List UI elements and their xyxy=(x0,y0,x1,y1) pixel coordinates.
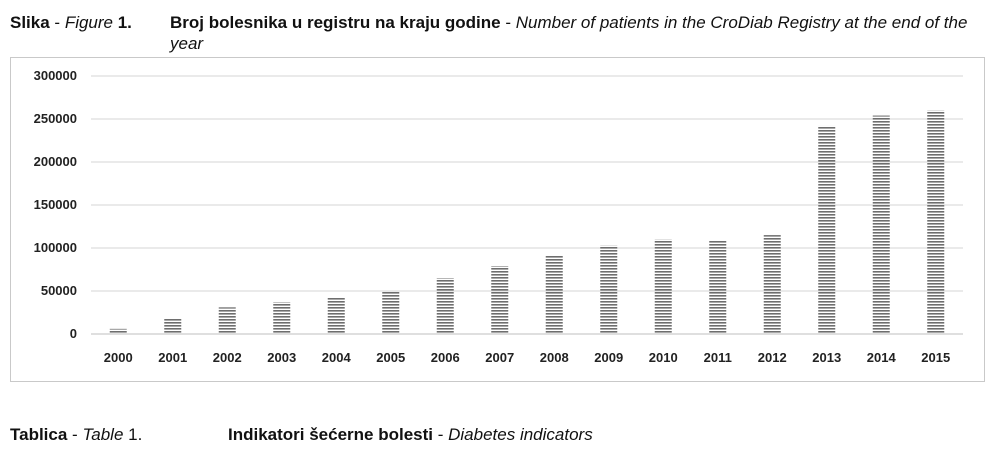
bar-2006 xyxy=(436,278,454,334)
bars xyxy=(109,110,945,335)
table-caption: Tablica - Table 1. Indikatori šećerne bo… xyxy=(10,425,970,445)
x-tick-label: 2013 xyxy=(812,350,841,365)
x-tick-label: 2004 xyxy=(322,350,352,365)
x-tick-label: 2000 xyxy=(104,350,133,365)
figure-label: Slika - Figure 1. xyxy=(10,12,132,33)
x-tick-label: 2001 xyxy=(158,350,187,365)
table-label-number: 1. xyxy=(123,425,143,444)
x-tick-label: 2003 xyxy=(267,350,296,365)
bar-2004 xyxy=(327,297,345,334)
bar-2013 xyxy=(818,125,836,334)
bar-2002 xyxy=(218,307,236,334)
bar-2012 xyxy=(763,235,781,334)
y-tick-label: 0 xyxy=(70,326,77,341)
figure-label-italic: Figure xyxy=(64,13,113,32)
x-tick-label: 2009 xyxy=(594,350,623,365)
bar-2009 xyxy=(600,245,618,334)
bar-2000 xyxy=(109,328,127,334)
bar-2007 xyxy=(491,266,509,334)
chart-frame: 0 50000 100000 150000 200000 250000 300000 200… xyxy=(10,57,985,382)
x-tick-label: 2015 xyxy=(921,350,950,365)
bar-2001 xyxy=(164,318,182,334)
figure-label-bold: Slika xyxy=(10,13,50,32)
bar-2003 xyxy=(273,302,291,334)
bar-2005 xyxy=(382,291,400,334)
gridlines xyxy=(91,75,963,335)
table-label-bold: Tablica xyxy=(10,425,68,444)
x-tick-label: 2007 xyxy=(485,350,514,365)
x-tick-label: 2005 xyxy=(376,350,405,365)
x-tick-label: 2012 xyxy=(758,350,787,365)
y-tick-label: 300000 xyxy=(34,68,77,83)
x-tick-label: 2011 xyxy=(704,350,732,365)
bar-2014 xyxy=(872,115,890,334)
x-tick-label: 2002 xyxy=(213,350,242,365)
x-tick-label: 2010 xyxy=(649,350,678,365)
table-title-sep: - xyxy=(433,425,449,444)
bar-2010 xyxy=(654,239,672,334)
table-title-italic: Diabetes indicators xyxy=(448,425,593,444)
figure-label-number: 1. xyxy=(113,13,132,32)
bar-2008 xyxy=(545,255,563,334)
table-label-italic: Table xyxy=(82,425,124,444)
figure-title: Broj bolesnika u registru na kraju godin… xyxy=(170,12,970,54)
x-tick-label: 2014 xyxy=(867,350,897,365)
x-tick-label: 2006 xyxy=(431,350,460,365)
y-tick-label: 250000 xyxy=(34,111,77,126)
table-label-sep: - xyxy=(67,425,83,444)
y-axis-ticks: 0 50000 100000 150000 200000 250000 300000 xyxy=(34,68,77,341)
bar-chart: 0 50000 100000 150000 200000 250000 300000 200… xyxy=(34,68,963,365)
figure-title-bold: Broj bolesnika u registru na kraju godin… xyxy=(170,13,501,32)
figure-title-italic: Number of patients in the CroDiab Regist… xyxy=(170,13,968,53)
y-tick-label: 50000 xyxy=(41,283,77,298)
table-title: Indikatori šećerne bolesti - Diabetes in… xyxy=(228,425,593,445)
bar-2011 xyxy=(709,240,727,334)
figure-label-sep: - xyxy=(49,13,65,32)
y-tick-label: 100000 xyxy=(34,240,77,255)
x-axis-ticks: 2000 2001 2002 2003 2004 2005 2006 2007 2008 2009… xyxy=(104,350,950,365)
y-tick-label: 200000 xyxy=(34,154,77,169)
table-title-bold: Indikatori šećerne bolesti xyxy=(228,425,434,444)
x-tick-label: 2008 xyxy=(540,350,569,365)
figure-title-sep: - xyxy=(500,13,516,32)
bar-2015 xyxy=(927,110,945,335)
y-tick-label: 150000 xyxy=(34,197,77,212)
